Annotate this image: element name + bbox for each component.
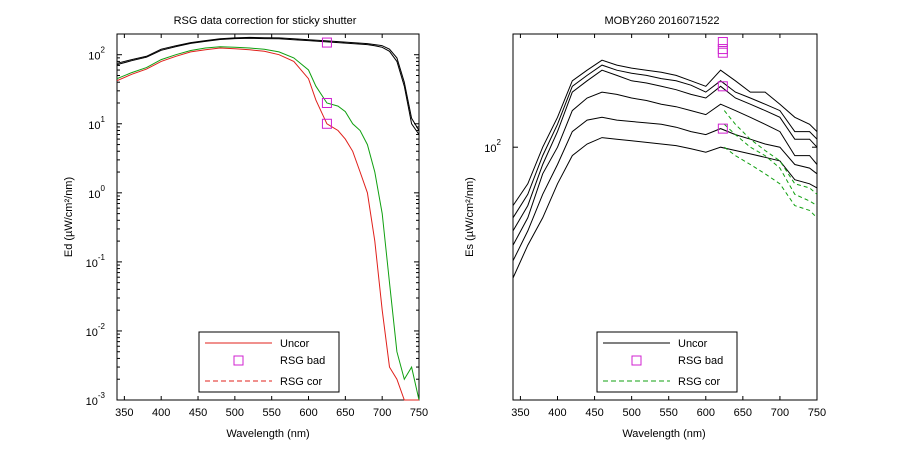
series-line-3 [512, 91, 818, 246]
y-tick-base: 10 [86, 327, 98, 339]
x-tick-label: 750 [808, 407, 826, 419]
y-tick-label: 102 [484, 138, 501, 155]
series-line-0 [512, 59, 818, 206]
y-tick-base: 10 [88, 51, 100, 63]
x-tick-label: 550 [263, 407, 281, 419]
left-y-axis-title: Ed (µW/cm²/nm) [63, 177, 75, 257]
y-tick-exponent: -2 [98, 322, 106, 331]
left-markers-group [321, 37, 332, 129]
y-tick-base: 10 [86, 258, 98, 270]
y-tick-base: 10 [88, 189, 100, 201]
left-legend-box [198, 331, 340, 393]
x-tick-label: 400 [152, 407, 170, 419]
right-legend-box [596, 331, 738, 393]
x-tick-label: 500 [226, 407, 244, 419]
y-tick-label: 102 [88, 46, 105, 63]
left-chart: RSG data correction for sticky shutter 3… [63, 15, 428, 440]
y-tick-exponent: -3 [98, 391, 106, 400]
left-x-axis-title: Wavelength (nm) [226, 428, 309, 440]
x-tick-label: 550 [660, 407, 678, 419]
left-plot-frame [116, 33, 420, 401]
x-tick-label: 450 [585, 407, 603, 419]
rsg-bad-marker [717, 81, 728, 92]
right-series-group [512, 59, 818, 279]
y-tick-base: 10 [88, 120, 100, 132]
left-series-group [116, 36, 420, 401]
x-tick-label: 600 [299, 407, 317, 419]
series-line-3 [116, 47, 419, 401]
right-legend: Uncor RSG bad RSG cor [596, 331, 738, 393]
y-tick-label: 101 [88, 115, 105, 132]
series-line-7 [723, 123, 818, 207]
y-tick-label: 10-3 [86, 391, 106, 408]
y-tick-base: 10 [86, 396, 98, 408]
right-ticks: 350 400 450 500 550 600 650 700 750 102 [484, 34, 826, 419]
right-chart-title: MOBY260 2016071522 [605, 15, 720, 27]
x-tick-label: 500 [622, 407, 640, 419]
series-line-6 [723, 110, 818, 195]
rsg-bad-marker [321, 118, 332, 129]
series-line-8 [723, 146, 818, 219]
series-line-2 [116, 46, 420, 401]
x-tick-label: 650 [336, 407, 354, 419]
left-legend-rsg-bad-label: RSG bad [280, 355, 325, 367]
right-legend-rsg-bad-marker [631, 355, 642, 366]
series-line-5 [512, 137, 818, 279]
series-line-2 [512, 69, 818, 232]
right-chart: MOBY260 2016071522 350 400 450 500 550 600 650… [464, 15, 826, 440]
y-tick-base: 10 [484, 143, 496, 155]
x-tick-label: 700 [373, 407, 391, 419]
y-tick-exponent: -1 [98, 253, 106, 262]
rsg-bad-marker [717, 47, 728, 58]
rsg-bad-marker [321, 37, 332, 48]
rsg-bad-marker [717, 123, 728, 134]
right-y-axis-title: Es (µW/cm²/nm) [464, 177, 476, 257]
x-tick-label: 350 [115, 407, 133, 419]
left-chart-title: RSG data correction for sticky shutter [174, 15, 357, 27]
x-tick-label: 750 [410, 407, 428, 419]
x-tick-label: 400 [548, 407, 566, 419]
x-tick-label: 450 [189, 407, 207, 419]
right-legend-rsg-bad-label: RSG bad [678, 355, 723, 367]
y-tick-label: 10-1 [86, 253, 106, 270]
y-tick-exponent: 2 [497, 138, 502, 147]
y-tick-exponent: 0 [101, 184, 106, 193]
x-tick-label: 650 [734, 407, 752, 419]
series-line-0 [116, 36, 420, 131]
left-legend-rsg-cor-label: RSG cor [280, 376, 323, 388]
x-tick-label: 600 [697, 407, 715, 419]
y-tick-exponent: 2 [101, 46, 106, 55]
series-line-4 [512, 116, 818, 262]
y-tick-label: 100 [88, 184, 105, 201]
rsg-bad-marker [717, 37, 728, 48]
right-markers-group [717, 37, 728, 134]
series-line-1 [512, 64, 818, 219]
right-legend-uncor-label: Uncor [678, 338, 708, 350]
left-legend-uncor-label: Uncor [280, 338, 310, 350]
x-tick-label: 350 [511, 407, 529, 419]
y-tick-label: 10-2 [86, 322, 106, 339]
series-line-1 [116, 37, 420, 135]
x-tick-label: 700 [771, 407, 789, 419]
left-ticks: 350 400 450 500 550 600 650 700 75010210110010-1… [86, 34, 428, 419]
left-legend: Uncor RSG bad RSG cor [198, 331, 340, 393]
right-legend-rsg-cor-label: RSG cor [678, 376, 721, 388]
y-tick-exponent: 1 [101, 115, 106, 124]
left-legend-rsg-bad-marker [233, 355, 244, 366]
rsg-bad-marker [321, 97, 332, 108]
right-x-axis-title: Wavelength (nm) [622, 428, 705, 440]
